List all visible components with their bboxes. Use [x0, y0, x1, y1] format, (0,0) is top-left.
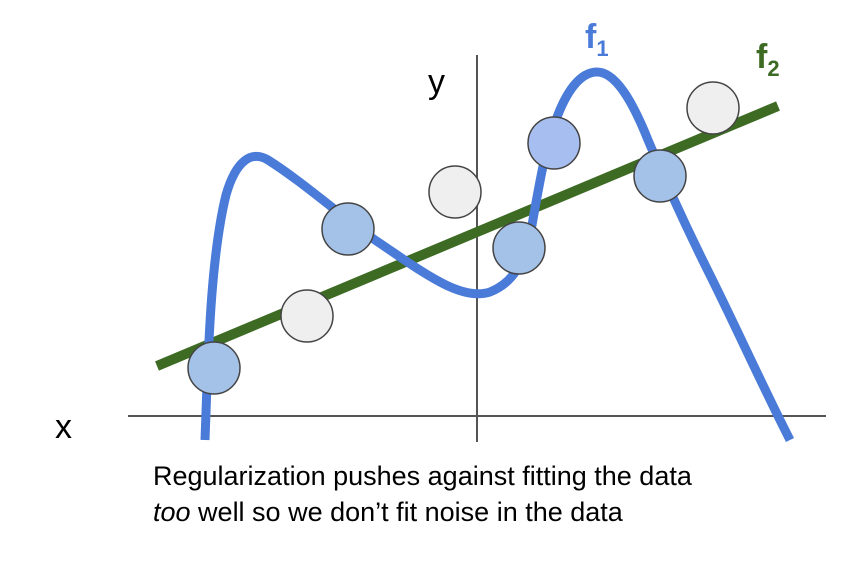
data-point — [428, 165, 482, 219]
regularization-diagram: x y f1 f2 — [55, 18, 826, 446]
f1-label-subscript: 1 — [596, 36, 608, 61]
x-axis-label: x — [55, 408, 72, 446]
data-point — [633, 149, 687, 203]
data-point — [321, 202, 375, 256]
caption-line-2-rest: well so we don’t fit noise in the data — [190, 497, 623, 527]
f2-line — [155, 101, 780, 371]
data-point — [492, 221, 546, 275]
caption-line-2: too well so we don’t fit noise in the da… — [153, 494, 853, 530]
data-point — [527, 116, 581, 170]
data-point — [686, 81, 740, 135]
data-points — [187, 81, 740, 395]
y-axis-label: y — [428, 63, 445, 101]
data-point — [280, 289, 334, 343]
f2-label-main: f — [756, 38, 768, 76]
f2-label: f2 — [756, 38, 780, 81]
f1-label-main: f — [585, 18, 597, 56]
f2-label-subscript: 2 — [767, 56, 779, 81]
caption: Regularization pushes against fitting th… — [153, 458, 853, 530]
data-point — [187, 341, 241, 395]
f1-label: f1 — [585, 18, 609, 61]
caption-line-1: Regularization pushes against fitting th… — [153, 461, 692, 491]
caption-emphasis: too — [153, 497, 191, 527]
